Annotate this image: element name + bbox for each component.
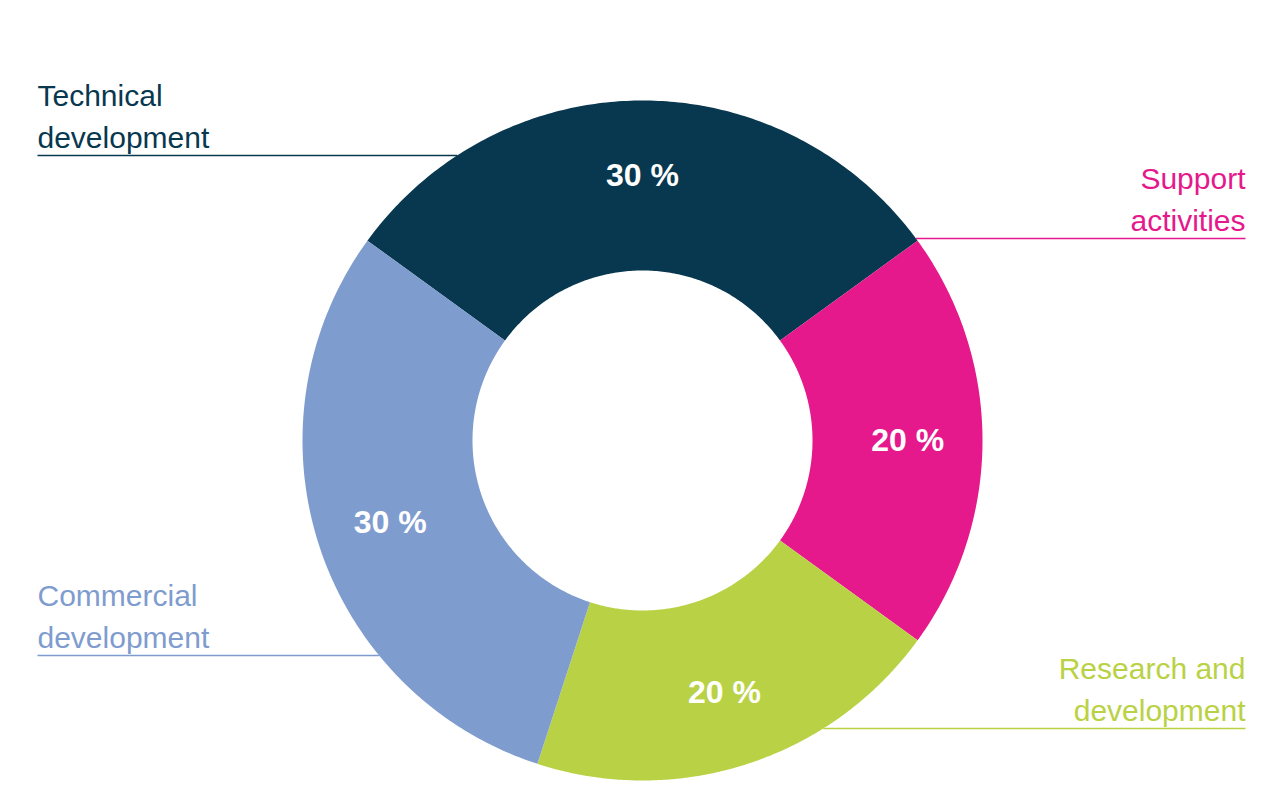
svg-text:Technicaldevelopment: Technicaldevelopment — [38, 79, 210, 154]
svg-text:20 %: 20 % — [688, 674, 761, 710]
svg-text:30 %: 30 % — [606, 157, 679, 193]
svg-text:30 %: 30 % — [354, 504, 427, 540]
svg-text:20 %: 20 % — [871, 422, 944, 458]
svg-text:Research anddevelopment: Research anddevelopment — [1059, 652, 1246, 727]
svg-text:Supportactivities: Supportactivities — [1130, 162, 1246, 237]
svg-text:Commercialdevelopment: Commercialdevelopment — [38, 579, 210, 654]
